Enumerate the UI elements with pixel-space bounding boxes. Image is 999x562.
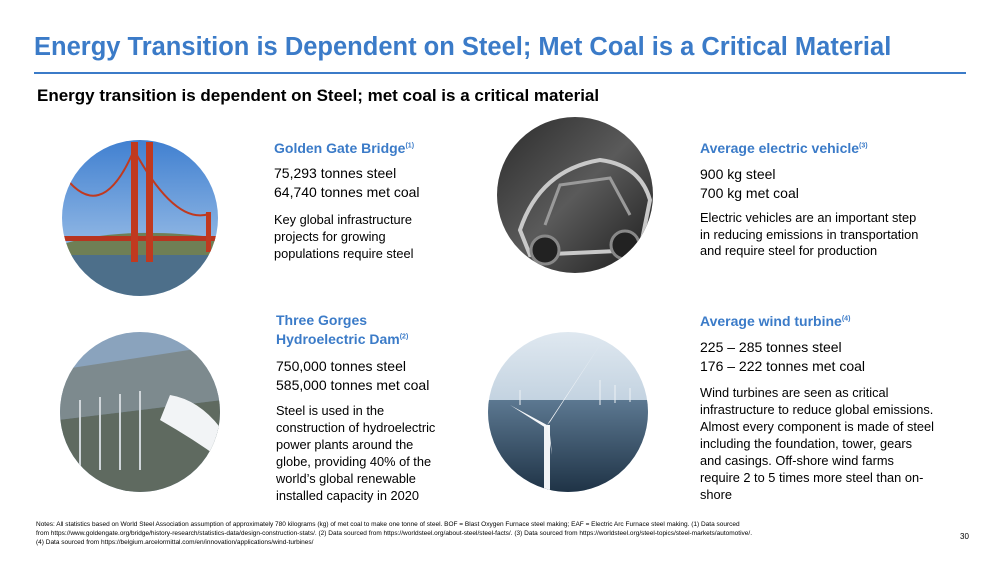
panel-stat-text: 750,000 tonnes steel xyxy=(276,358,406,374)
panel-title: Golden Gate Bridge(1) xyxy=(274,140,414,156)
title-rule xyxy=(34,72,966,74)
panel-stat: 585,000 tonnes met coal xyxy=(276,377,429,393)
note-ref: (3) xyxy=(859,142,868,150)
panel-stat-text: 176 – 222 tonnes met coal xyxy=(700,358,866,374)
panel-description-text: Wind turbines are seen as critical xyxy=(700,385,889,400)
panel-description: infrastructure to reduce global emission… xyxy=(700,402,933,417)
panel-description: Steel is used in the xyxy=(276,403,384,418)
note-ref: (4) xyxy=(841,315,851,323)
panel-stat: 900 kg steel xyxy=(700,166,776,182)
panel-description-text: Steel is used in the xyxy=(276,403,385,418)
subtitle: Energy transition is dependent on Steel;… xyxy=(37,86,600,105)
golden-gate-image xyxy=(62,140,218,296)
panel-description-text: in reducing emissions in transportation xyxy=(700,226,919,242)
panel-stat-text: 585,000 tonnes met coal xyxy=(276,377,430,393)
panel-title: Hydroelectric Dam(2) xyxy=(276,331,408,347)
panel-description-text: including the foundation, tower, gears xyxy=(700,436,913,451)
note-ref: (2) xyxy=(399,332,409,340)
panel-description: populations require steel xyxy=(274,246,413,261)
panel-description: projects for growing xyxy=(274,229,386,244)
panel-description-text: Almost every component is made of steel xyxy=(700,419,935,434)
panel-description: Electric vehicles are an important step xyxy=(700,210,916,225)
panel-description-text: require 2 to 5 times more steel than on- xyxy=(700,470,924,485)
panel-description: globe, providing 40% of the xyxy=(276,454,431,469)
panel-description-text: and casings. Off-shore wind farms xyxy=(700,453,894,468)
panel-stat-text: 64,740 tonnes met coal xyxy=(274,184,420,200)
panel-description: in reducing emissions in transportation xyxy=(700,227,918,242)
panel-description: require 2 to 5 times more steel than on- xyxy=(700,470,923,485)
panel-description: construction of hydroelectric xyxy=(276,420,435,435)
panel-description-text: globe, providing 40% of the xyxy=(276,454,432,469)
panel-description-text: construction of hydroelectric xyxy=(276,420,436,435)
panel-description-text: infrastructure to reduce global emission… xyxy=(700,402,934,417)
panel-description: and require steel for production xyxy=(700,243,877,258)
panel-title: Average electric vehicle(3) xyxy=(700,140,868,156)
panel-title: Average wind turbine(4) xyxy=(700,313,850,329)
panel-stat: 176 – 222 tonnes met coal xyxy=(700,358,865,374)
panel-title-text: Average electric vehicle xyxy=(700,140,860,156)
panel-description-text: Electric vehicles are an important step xyxy=(700,210,917,225)
panel-stat-text: 75,293 tonnes steel xyxy=(274,165,397,181)
panel-stat-text: 700 kg met coal xyxy=(700,185,799,201)
panel-description: installed capacity in 2020 xyxy=(276,488,419,503)
car-image xyxy=(497,117,653,273)
panel-stat-text: 225 – 285 tonnes steel xyxy=(700,339,842,355)
panel-description-text: and require steel for production xyxy=(700,243,878,258)
footnote: from https://www.goldengate.org/bridge/h… xyxy=(36,530,753,537)
panel-description-text: installed capacity in 2020 xyxy=(276,488,419,503)
panel-stat: 225 – 285 tonnes steel xyxy=(700,339,842,355)
panel-description-text: populations require steel xyxy=(274,246,414,261)
panel-title-text: Average wind turbine xyxy=(700,313,842,329)
dam-image xyxy=(60,332,220,492)
panel-description-text: projects for growing xyxy=(274,229,386,244)
footnote: (4) Data sourced from https://belgium.ar… xyxy=(36,539,314,546)
page-number: 30 xyxy=(960,532,969,541)
panel-stat-text: 900 kg steel xyxy=(700,166,776,182)
panel-title-text: Three Gorges xyxy=(276,312,368,328)
wind-turbine-image xyxy=(488,332,648,492)
panel-title-text: Golden Gate Bridge xyxy=(274,140,406,156)
panel-description-text: shore xyxy=(700,487,733,502)
panel-description: and casings. Off-shore wind farms xyxy=(700,453,894,468)
note-ref: (1) xyxy=(405,142,415,150)
panel-stat: 750,000 tonnes steel xyxy=(276,358,406,374)
panel-stat: 700 kg met coal xyxy=(700,185,799,201)
panel-description-text: world’s global renewable xyxy=(276,471,416,486)
footnote: Notes: All statistics based on World Ste… xyxy=(36,521,740,528)
panel-description: shore xyxy=(700,487,732,502)
panel-description: including the foundation, tower, gears xyxy=(700,436,912,451)
panel-stat: 75,293 tonnes steel xyxy=(274,165,396,181)
panel-description: world’s global renewable xyxy=(276,471,416,486)
panel-stat: 64,740 tonnes met coal xyxy=(274,184,420,200)
panel-title-text: Hydroelectric Dam xyxy=(276,330,400,347)
panel-description: Almost every component is made of steel xyxy=(700,419,934,434)
panel-description-text: Key global infrastructure xyxy=(274,212,412,227)
slide-title: Energy Transition is Dependent on Steel;… xyxy=(34,33,892,61)
panel-description-text: power plants around the xyxy=(276,437,414,452)
panel-title: Three Gorges xyxy=(276,312,367,328)
panel-description: Key global infrastructure xyxy=(274,212,412,227)
panel-description: power plants around the xyxy=(276,437,413,452)
panel-description: Wind turbines are seen as critical xyxy=(700,385,888,400)
